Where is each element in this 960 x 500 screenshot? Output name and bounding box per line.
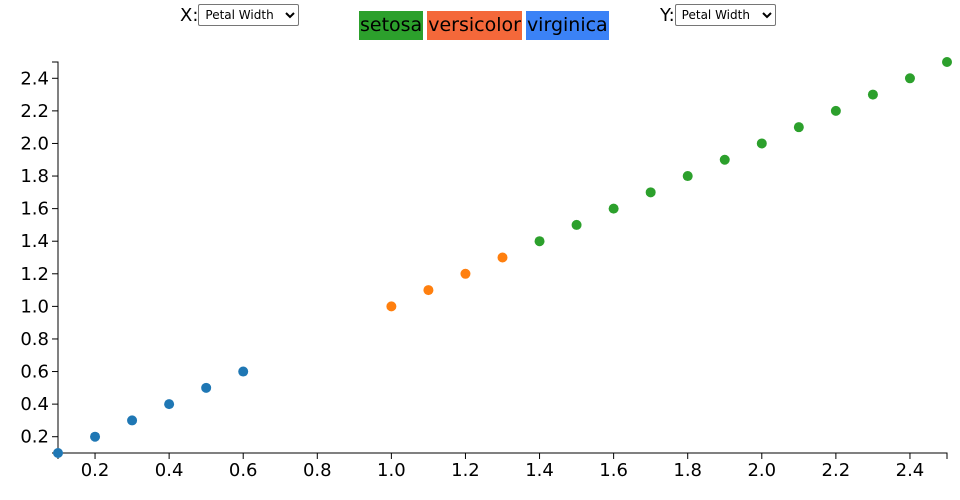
x-tick: 0.6	[229, 453, 258, 481]
data-point[interactable]	[608, 203, 619, 214]
data-point[interactable]	[386, 301, 397, 312]
legend-item-versicolor[interactable]: versicolor	[427, 11, 522, 40]
legend-item-virginica[interactable]: virginica	[525, 11, 609, 40]
x-tick-label: 2.2	[822, 460, 851, 481]
x-tick: 2.2	[822, 453, 851, 481]
x-tick: 1.0	[377, 453, 406, 481]
y-tick: 2.0	[20, 133, 58, 154]
data-point[interactable]	[645, 187, 656, 198]
x-tick: 0.2	[81, 453, 110, 481]
data-point[interactable]	[830, 105, 841, 116]
data-point[interactable]	[793, 122, 804, 133]
x-tick-label: 0.6	[229, 460, 258, 481]
data-point[interactable]	[682, 171, 693, 182]
species-legend: setosa versicolor virginica	[359, 11, 613, 40]
x-axis-dropdown[interactable]: Petal Width	[198, 4, 300, 26]
y-tick: 0.6	[20, 362, 58, 383]
y-tick: 1.0	[20, 296, 58, 317]
x-tick: 2.0	[747, 453, 776, 481]
y-tick: 1.2	[20, 264, 58, 285]
y-tick-label: 2.0	[20, 133, 49, 154]
y-tick: 0.2	[20, 427, 58, 448]
x-axis: 0.2 0.4 0.6 0.8 1.0 1.2 1.4 1.6 1.8 2.0 2.2 2.4	[57, 452, 948, 481]
data-point[interactable]	[867, 89, 878, 100]
x-axis-line	[57, 452, 948, 459]
data-point[interactable]	[497, 252, 508, 263]
y-axis-dropdown[interactable]: Petal Width	[674, 4, 776, 26]
data-point[interactable]	[423, 285, 434, 296]
data-point[interactable]	[90, 431, 101, 442]
y-tick-label: 1.4	[20, 231, 49, 252]
data-point[interactable]	[53, 448, 63, 458]
y-tick-label: 2.2	[20, 101, 49, 122]
data-point[interactable]	[904, 73, 915, 84]
data-point[interactable]	[719, 154, 730, 165]
y-axis-selector: Y: Petal Width	[660, 4, 776, 26]
x-tick-label: 0.8	[303, 460, 332, 481]
x-axis-selector-label: X:	[180, 4, 199, 26]
data-point[interactable]	[127, 415, 138, 426]
y-tick-label: 0.2	[20, 427, 49, 448]
x-axis-selector: X: Petal Width	[180, 4, 300, 26]
data-point[interactable]	[238, 366, 249, 377]
y-tick: 0.4	[20, 394, 58, 415]
x-tick-label: 2.0	[747, 460, 776, 481]
data-point[interactable]	[756, 138, 767, 149]
y-axis-line	[52, 61, 59, 454]
y-tick-label: 1.6	[20, 199, 49, 220]
x-tick-label: 1.8	[673, 460, 702, 481]
x-tick: 2.4	[896, 453, 925, 481]
data-point[interactable]	[942, 57, 952, 67]
x-tick-label: 1.4	[525, 460, 554, 481]
y-axis-selector-label: Y:	[660, 4, 675, 26]
y-tick-label: 0.6	[20, 362, 49, 383]
data-point[interactable]	[534, 236, 545, 247]
x-tick: 1.6	[599, 453, 628, 481]
data-point[interactable]	[201, 382, 212, 393]
data-points	[53, 57, 952, 458]
x-tick-label: 0.4	[155, 460, 184, 481]
x-tick: 1.8	[673, 453, 702, 481]
y-tick: 1.8	[20, 166, 58, 187]
y-tick: 1.6	[20, 199, 58, 220]
x-tick: 1.2	[451, 453, 480, 481]
x-tick: 0.8	[303, 453, 332, 481]
x-tick-label: 1.2	[451, 460, 480, 481]
legend-item-setosa[interactable]: setosa	[359, 11, 424, 40]
x-tick-label: 1.6	[599, 460, 628, 481]
y-tick-label: 1.2	[20, 264, 49, 285]
data-point[interactable]	[164, 399, 175, 410]
y-tick: 1.4	[20, 231, 58, 252]
y-tick: 2.2	[20, 101, 58, 122]
y-tick-label: 2.4	[20, 68, 49, 89]
y-tick-label: 0.8	[20, 329, 49, 350]
x-tick-label: 2.4	[896, 460, 925, 481]
x-tick-label: 0.2	[81, 460, 110, 481]
data-point[interactable]	[460, 268, 471, 279]
y-tick: 0.8	[20, 329, 58, 350]
y-tick-label: 1.8	[20, 166, 49, 187]
y-axis: 0.2 0.4 0.6 0.8 1.0 1.2 1.4 1.6 1.8 2.0 2.2 2.4	[20, 61, 59, 454]
y-tick-label: 1.0	[20, 296, 49, 317]
x-tick: 0.4	[155, 453, 184, 481]
x-tick: 1.4	[525, 453, 554, 481]
x-tick-label: 1.0	[377, 460, 406, 481]
data-point[interactable]	[571, 219, 582, 230]
y-tick: 2.4	[20, 68, 58, 89]
y-tick-label: 0.4	[20, 394, 49, 415]
